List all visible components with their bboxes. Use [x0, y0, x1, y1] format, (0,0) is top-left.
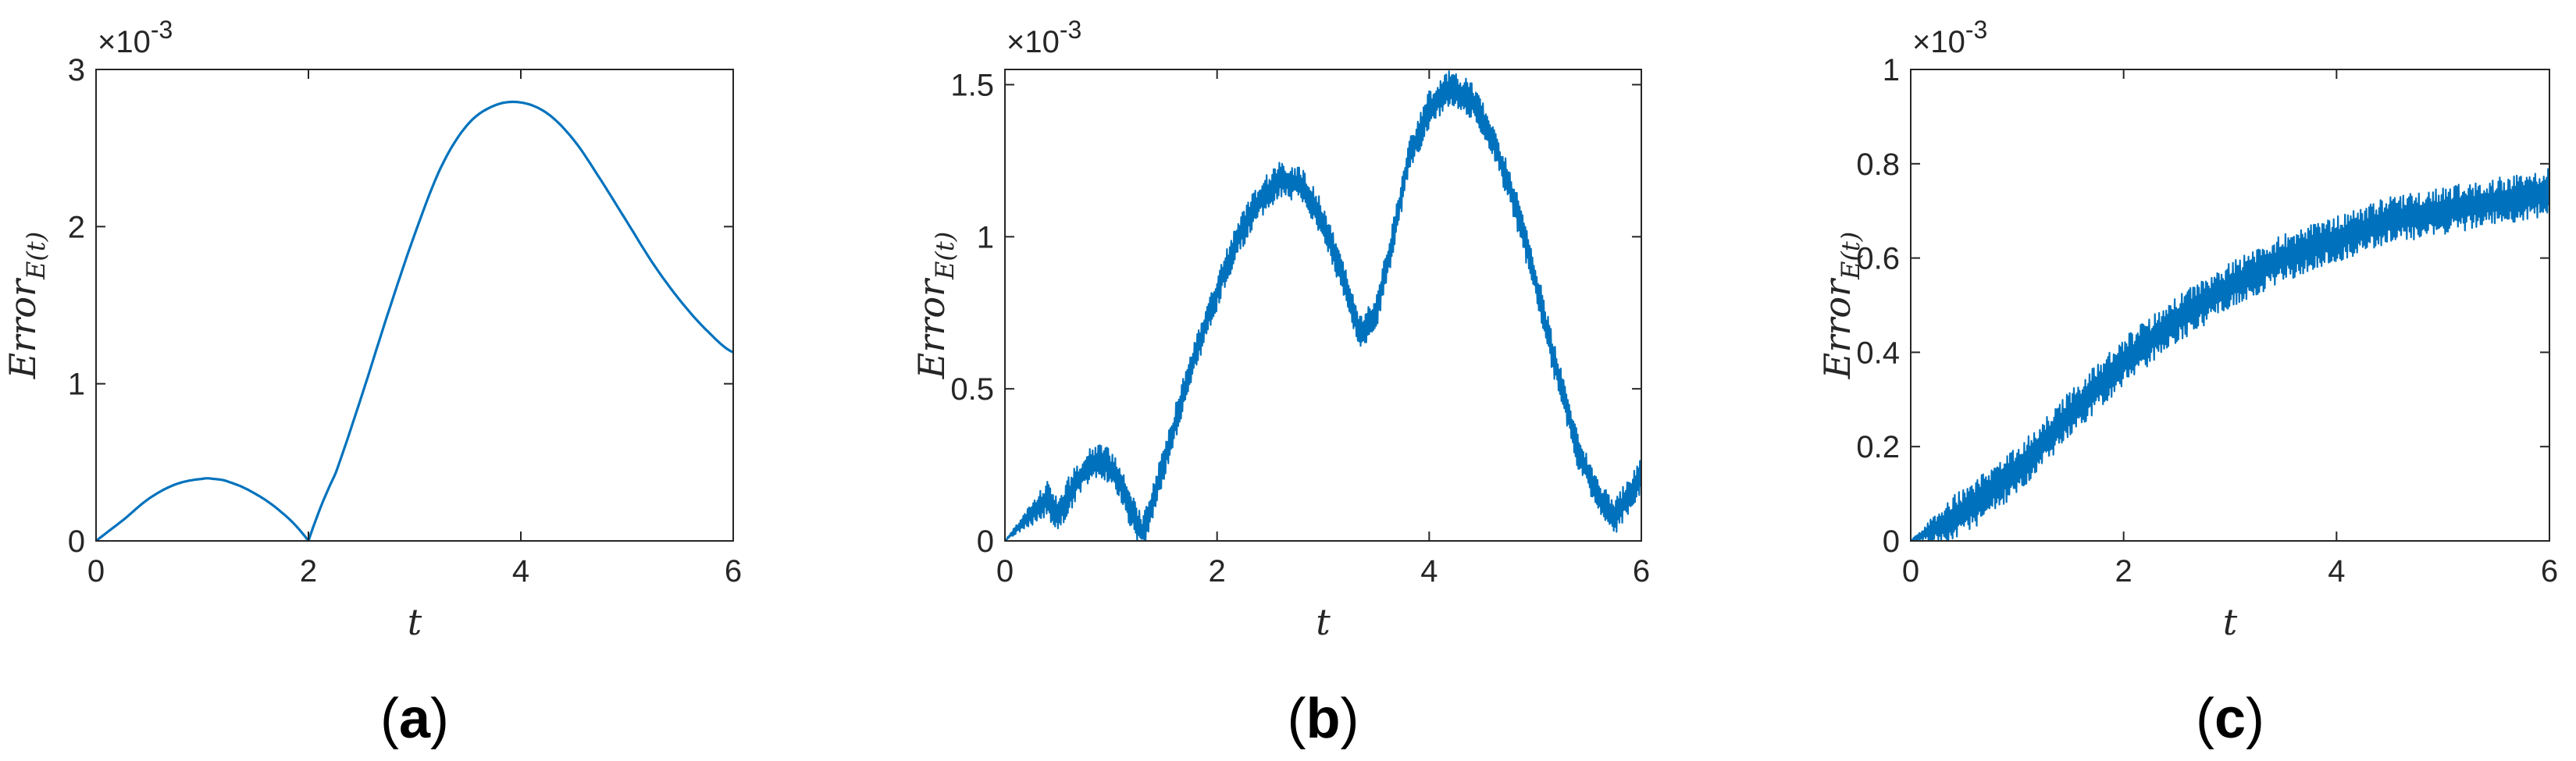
chart-panel-a: 0 2 4 6 0 1 2 3 ×10-3 t ErrorE(t) (a) [2, 16, 742, 750]
axes-box [1004, 69, 1642, 542]
y-tick-label: 0.2 [1856, 430, 1900, 464]
panel-label-open: ( [2196, 688, 2214, 750]
y-tick-label: 1 [977, 220, 994, 254]
y-tick-label: 0.8 [1856, 148, 1900, 182]
chart-panel-c: 0 2 4 6 0 0.2 0.4 0.6 0.8 1 ×10-3 t ErrorE(t) (c) [1816, 16, 2558, 750]
chart-panel-b: 0 2 4 6 0 0.5 1 1.5 ×10-3 t ErrorE(t) (b) [910, 16, 1650, 750]
series-line [96, 100, 733, 541]
x-tick-label: 4 [2328, 554, 2345, 589]
panel-label: (a) [380, 688, 449, 750]
y-scale-base: ×10 [98, 25, 151, 59]
y-scale-label: ×10-3 [1912, 16, 1987, 59]
series-line [1005, 70, 1641, 541]
x-tick-label: 2 [2115, 554, 2132, 589]
panel-label-close: ) [430, 688, 449, 750]
y-tick-label: 1 [1883, 53, 1900, 87]
x-tick-label: 4 [512, 554, 529, 589]
y-axis-label: ErrorE(t) [910, 232, 960, 379]
y-tick-label: 0.4 [1856, 336, 1900, 370]
x-tick-label: 2 [1209, 554, 1226, 589]
y-axis-label-base: Error [1816, 277, 1858, 379]
y-tick-label: 0 [977, 525, 994, 559]
panel-label-letter: a [399, 688, 431, 750]
y-scale-base: ×10 [1007, 25, 1060, 59]
x-axis-label: t [2223, 601, 2238, 643]
panel-label-open: ( [380, 688, 399, 750]
x-tick-label: 4 [1420, 554, 1438, 589]
y-tick-label: 0 [68, 525, 85, 559]
panel-label-close: ) [1340, 688, 1359, 750]
y-axis-label: ErrorE(t) [1816, 232, 1865, 379]
y-axis-label-subscript: E(t) [930, 232, 960, 280]
panel-label-close: ) [2246, 688, 2264, 750]
y-tick-label: 1 [68, 368, 85, 402]
panel-label-letter: c [2214, 688, 2246, 750]
x-tick-label: 0 [1902, 554, 1919, 589]
panel-label-letter: b [1306, 688, 1341, 750]
y-scale-exponent: -3 [1965, 16, 1987, 44]
y-scale-exponent: -3 [1060, 16, 1081, 44]
y-axis-label-subscript: E(t) [1836, 232, 1865, 280]
x-tick-label: 6 [725, 554, 742, 589]
y-tick-label: 0.6 [1856, 242, 1900, 276]
y-tick-label: 2 [68, 210, 85, 244]
axes-box [95, 69, 734, 542]
x-tick-label: 0 [87, 554, 105, 589]
y-tick-label: 1.5 [950, 68, 994, 102]
series-line [1911, 168, 2549, 541]
x-tick-label: 6 [1633, 554, 1650, 589]
y-tick-label: 0.5 [950, 372, 994, 407]
y-axis-label-base: Error [910, 277, 953, 379]
y-scale-exponent: -3 [151, 16, 173, 44]
x-axis-label: t [1316, 601, 1331, 643]
y-tick-label: 3 [68, 53, 85, 87]
x-axis-label: t [408, 601, 422, 643]
axes-box [1910, 69, 2550, 542]
y-axis-label: ErrorE(t) [2, 232, 51, 379]
y-axis-label-base: Error [2, 277, 44, 379]
panel-label: (b) [1288, 688, 1359, 750]
x-tick-label: 6 [2541, 554, 2558, 589]
x-tick-label: 2 [300, 554, 317, 589]
y-scale-label: ×10-3 [1007, 16, 1081, 59]
y-tick-label: 0 [1883, 525, 1900, 559]
y-axis-label-subscript: E(t) [21, 232, 51, 280]
y-scale-base: ×10 [1912, 25, 1965, 59]
x-tick-label: 0 [996, 554, 1014, 589]
panel-label-open: ( [1288, 688, 1306, 750]
y-scale-label: ×10-3 [98, 16, 173, 59]
panel-label: (c) [2196, 688, 2264, 750]
